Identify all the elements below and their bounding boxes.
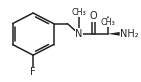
Text: N: N (75, 29, 82, 39)
Text: O: O (89, 11, 97, 21)
Text: F: F (30, 67, 36, 77)
Text: CH₃: CH₃ (71, 8, 86, 17)
Text: CH₃: CH₃ (100, 18, 115, 27)
Text: NH₂: NH₂ (120, 29, 139, 39)
Polygon shape (108, 32, 120, 36)
